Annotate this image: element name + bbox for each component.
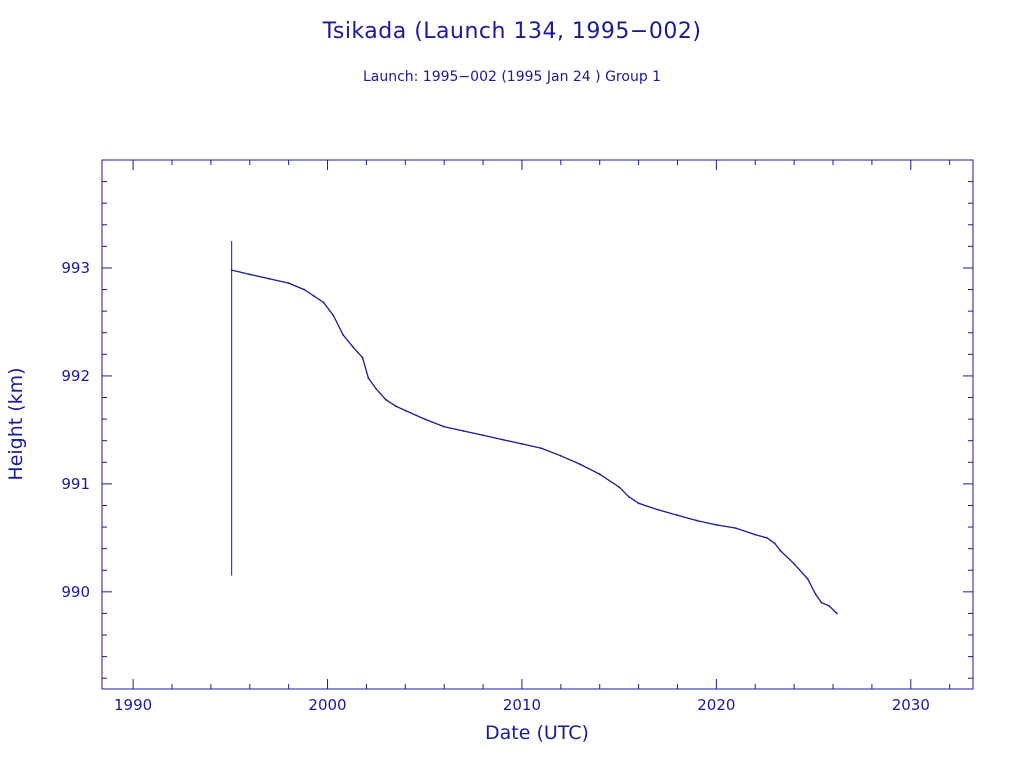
height-series-line <box>231 269 838 614</box>
data-point <box>482 434 484 437</box>
data-point <box>773 542 776 545</box>
data-point <box>734 527 737 530</box>
data-point <box>375 387 378 390</box>
data-point <box>540 447 543 450</box>
chart-subtitle: Launch: 1995−002 (1995 Jan 24 ) Group 1 <box>363 69 661 85</box>
data-point <box>754 533 757 536</box>
y-axis-label: Height (km) <box>5 367 27 480</box>
data-point <box>828 604 831 607</box>
y-tick-label: 992 <box>61 367 90 385</box>
data-point <box>268 277 271 280</box>
data-point <box>287 282 290 284</box>
data-point <box>627 495 630 498</box>
data-point <box>404 409 407 412</box>
y-tick-label: 990 <box>61 583 90 601</box>
data-point <box>248 273 251 276</box>
data-point <box>618 486 621 489</box>
data-point <box>394 405 397 408</box>
data-point <box>793 562 796 565</box>
series-points <box>230 269 838 615</box>
data-point <box>351 345 354 348</box>
data-point <box>766 536 768 539</box>
data-point <box>443 425 446 428</box>
data-point <box>579 463 582 466</box>
data-point <box>806 577 809 580</box>
data-point <box>696 519 698 522</box>
chart-title: Tsikada (Launch 134, 1995−002) <box>322 19 702 44</box>
data-point <box>814 593 817 595</box>
data-point <box>361 356 364 359</box>
x-axis-label: Date (UTC) <box>485 722 589 744</box>
axis-ticks <box>102 159 973 689</box>
data-point <box>715 524 718 526</box>
y-tick-label: 993 <box>61 259 90 277</box>
data-point <box>342 333 344 336</box>
x-tick-label: 2030 <box>892 696 930 714</box>
plot-frame <box>101 159 974 690</box>
data-point <box>521 443 523 445</box>
data-point <box>303 288 306 291</box>
data-point <box>501 438 504 441</box>
data-point <box>598 473 601 476</box>
data-point <box>322 301 325 304</box>
y-tick-label: 991 <box>61 475 90 493</box>
data-point <box>637 502 640 505</box>
x-tick-label: 2020 <box>697 696 735 714</box>
data-point <box>559 454 562 457</box>
x-tick-label: 2000 <box>308 696 346 714</box>
x-tick-label: 1990 <box>114 696 152 714</box>
data-point <box>423 418 426 421</box>
x-tick-label: 2010 <box>503 696 541 714</box>
data-point <box>367 377 370 379</box>
data-point <box>313 295 315 297</box>
data-point <box>462 430 465 432</box>
y-tick-labels: 990 991 992 993 <box>61 259 90 601</box>
x-tick-labels: 1990 2000 2010 2020 2030 <box>114 696 930 714</box>
data-point <box>836 612 838 615</box>
data-point <box>820 601 823 604</box>
data-point <box>230 269 233 272</box>
data-point <box>676 514 679 517</box>
data-point <box>779 549 782 552</box>
data-point <box>384 398 387 401</box>
data-point <box>657 508 659 511</box>
data-point <box>332 314 335 317</box>
